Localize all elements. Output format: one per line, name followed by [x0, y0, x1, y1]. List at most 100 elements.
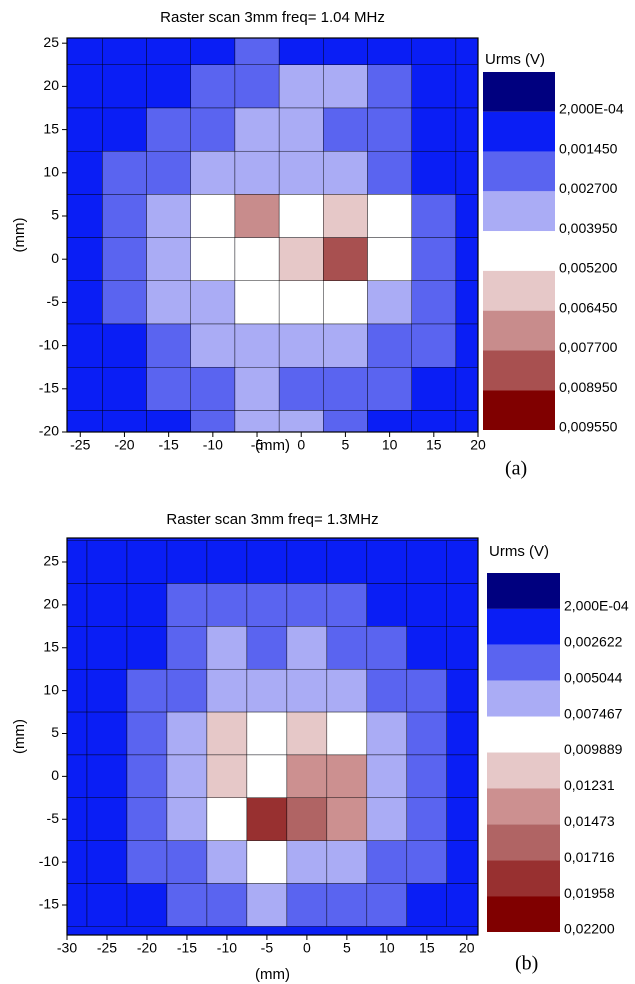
legend-label: 0,003950 — [559, 220, 618, 236]
contour-cell — [366, 883, 408, 927]
contour-cell — [326, 840, 368, 884]
contour-cell — [278, 323, 324, 368]
legend-label: 0,007467 — [564, 705, 623, 721]
contour-cell — [86, 754, 128, 799]
contour-cell — [146, 38, 191, 65]
contour-cell — [411, 194, 457, 238]
contour-cell — [166, 626, 208, 670]
contour-cell — [406, 797, 448, 841]
contour-cell — [102, 237, 147, 281]
contour-cell — [126, 883, 168, 927]
x-tick-label: -10 — [217, 940, 237, 956]
legend-label: 0,007700 — [559, 339, 618, 355]
contour-cell — [234, 366, 280, 411]
legend-label: 0,005044 — [564, 669, 623, 685]
contour-cell — [411, 280, 457, 325]
contour-cell — [206, 754, 248, 799]
contour-cell — [86, 668, 128, 713]
contour-cell — [286, 754, 328, 799]
y-tick-label: 25 — [43, 553, 59, 569]
contour-cell — [446, 668, 478, 713]
contour-cell — [455, 150, 478, 195]
contour-cell — [406, 626, 448, 670]
y-axis-label: (mm) — [11, 719, 28, 754]
x-tick-label: 0 — [297, 437, 305, 453]
contour-cell — [286, 840, 328, 884]
legend-label: 0,001450 — [559, 140, 618, 156]
x-tick-label: -25 — [70, 437, 90, 453]
contour-cell — [323, 150, 368, 195]
y-tick-label: 20 — [43, 596, 59, 612]
contour-cell — [323, 38, 368, 65]
contour-cell — [366, 711, 408, 756]
y-tick-label: 15 — [43, 638, 59, 654]
x-tick-label: -25 — [97, 940, 117, 956]
contour-cell — [246, 883, 288, 927]
legend-swatch — [487, 824, 560, 861]
y-tick-label: -5 — [47, 810, 60, 826]
y-tick-label: -10 — [39, 336, 59, 352]
contour-cell — [146, 323, 191, 368]
contour-cell — [234, 38, 280, 65]
contour-cell — [326, 540, 368, 584]
contour-cell — [323, 194, 368, 238]
y-tick-label: 10 — [43, 163, 59, 179]
y-tick-label: -20 — [39, 423, 59, 439]
contour-cell — [206, 583, 248, 627]
contour-cell — [278, 38, 324, 65]
contour-cell — [246, 840, 288, 884]
legend-swatch — [483, 151, 555, 192]
contour-cell — [166, 583, 208, 627]
contour-cell — [102, 107, 147, 152]
contour-cell — [446, 840, 478, 884]
contour-cell — [446, 540, 478, 584]
contour-cell — [102, 150, 147, 195]
contour-cell — [446, 797, 478, 841]
contour-cell — [406, 583, 448, 627]
contour-cell — [367, 107, 412, 152]
contour-cell — [86, 626, 128, 670]
contour-cell — [190, 323, 236, 368]
legend-swatch — [487, 644, 560, 681]
plot-frame — [66, 37, 479, 433]
contour-cell — [126, 540, 168, 584]
plot-frame — [66, 537, 479, 936]
y-tick-label: 5 — [51, 207, 59, 223]
contour-cell — [366, 668, 408, 713]
contour-cell — [146, 366, 191, 411]
contour-cell — [166, 668, 208, 713]
x-tick-label: 5 — [343, 940, 351, 956]
y-tick-label: -15 — [39, 380, 59, 396]
contour-cell — [286, 540, 328, 584]
contour-cell — [326, 626, 368, 670]
legend-label: 0,01716 — [564, 849, 615, 865]
legend-label: 0,005200 — [559, 260, 618, 276]
x-tick-label: -20 — [137, 940, 157, 956]
contour-cells — [67, 538, 478, 935]
contour-cell — [367, 150, 412, 195]
contour-cell — [166, 540, 208, 584]
contour-cell — [102, 38, 147, 65]
contour-cell — [286, 711, 328, 756]
contour-cell — [67, 38, 103, 65]
panel: Raster scan 3mm freq= 1.3MHz -30 -25 -20 -15… — [11, 511, 629, 983]
y-tick-label: 25 — [43, 34, 59, 50]
contour-cell — [246, 711, 288, 756]
contour-cell — [455, 280, 478, 325]
x-axis-label: (mm) — [255, 437, 290, 454]
contour-cell — [126, 626, 168, 670]
y-tick-label: -5 — [47, 293, 60, 309]
contour-cell — [166, 883, 208, 927]
legend-swatch — [487, 573, 560, 609]
x-tick-label: -30 — [57, 940, 77, 956]
contour-cell — [406, 540, 448, 584]
contour-cell — [206, 840, 248, 884]
contour-cell — [146, 237, 191, 281]
contour-cell — [234, 107, 280, 152]
x-tick-label: -10 — [203, 437, 223, 453]
legend-label: 2,000E-04 — [564, 598, 629, 614]
legend-label: 2,000E-04 — [559, 100, 624, 116]
contour-cell — [278, 194, 324, 238]
legend-swatch — [483, 350, 555, 391]
